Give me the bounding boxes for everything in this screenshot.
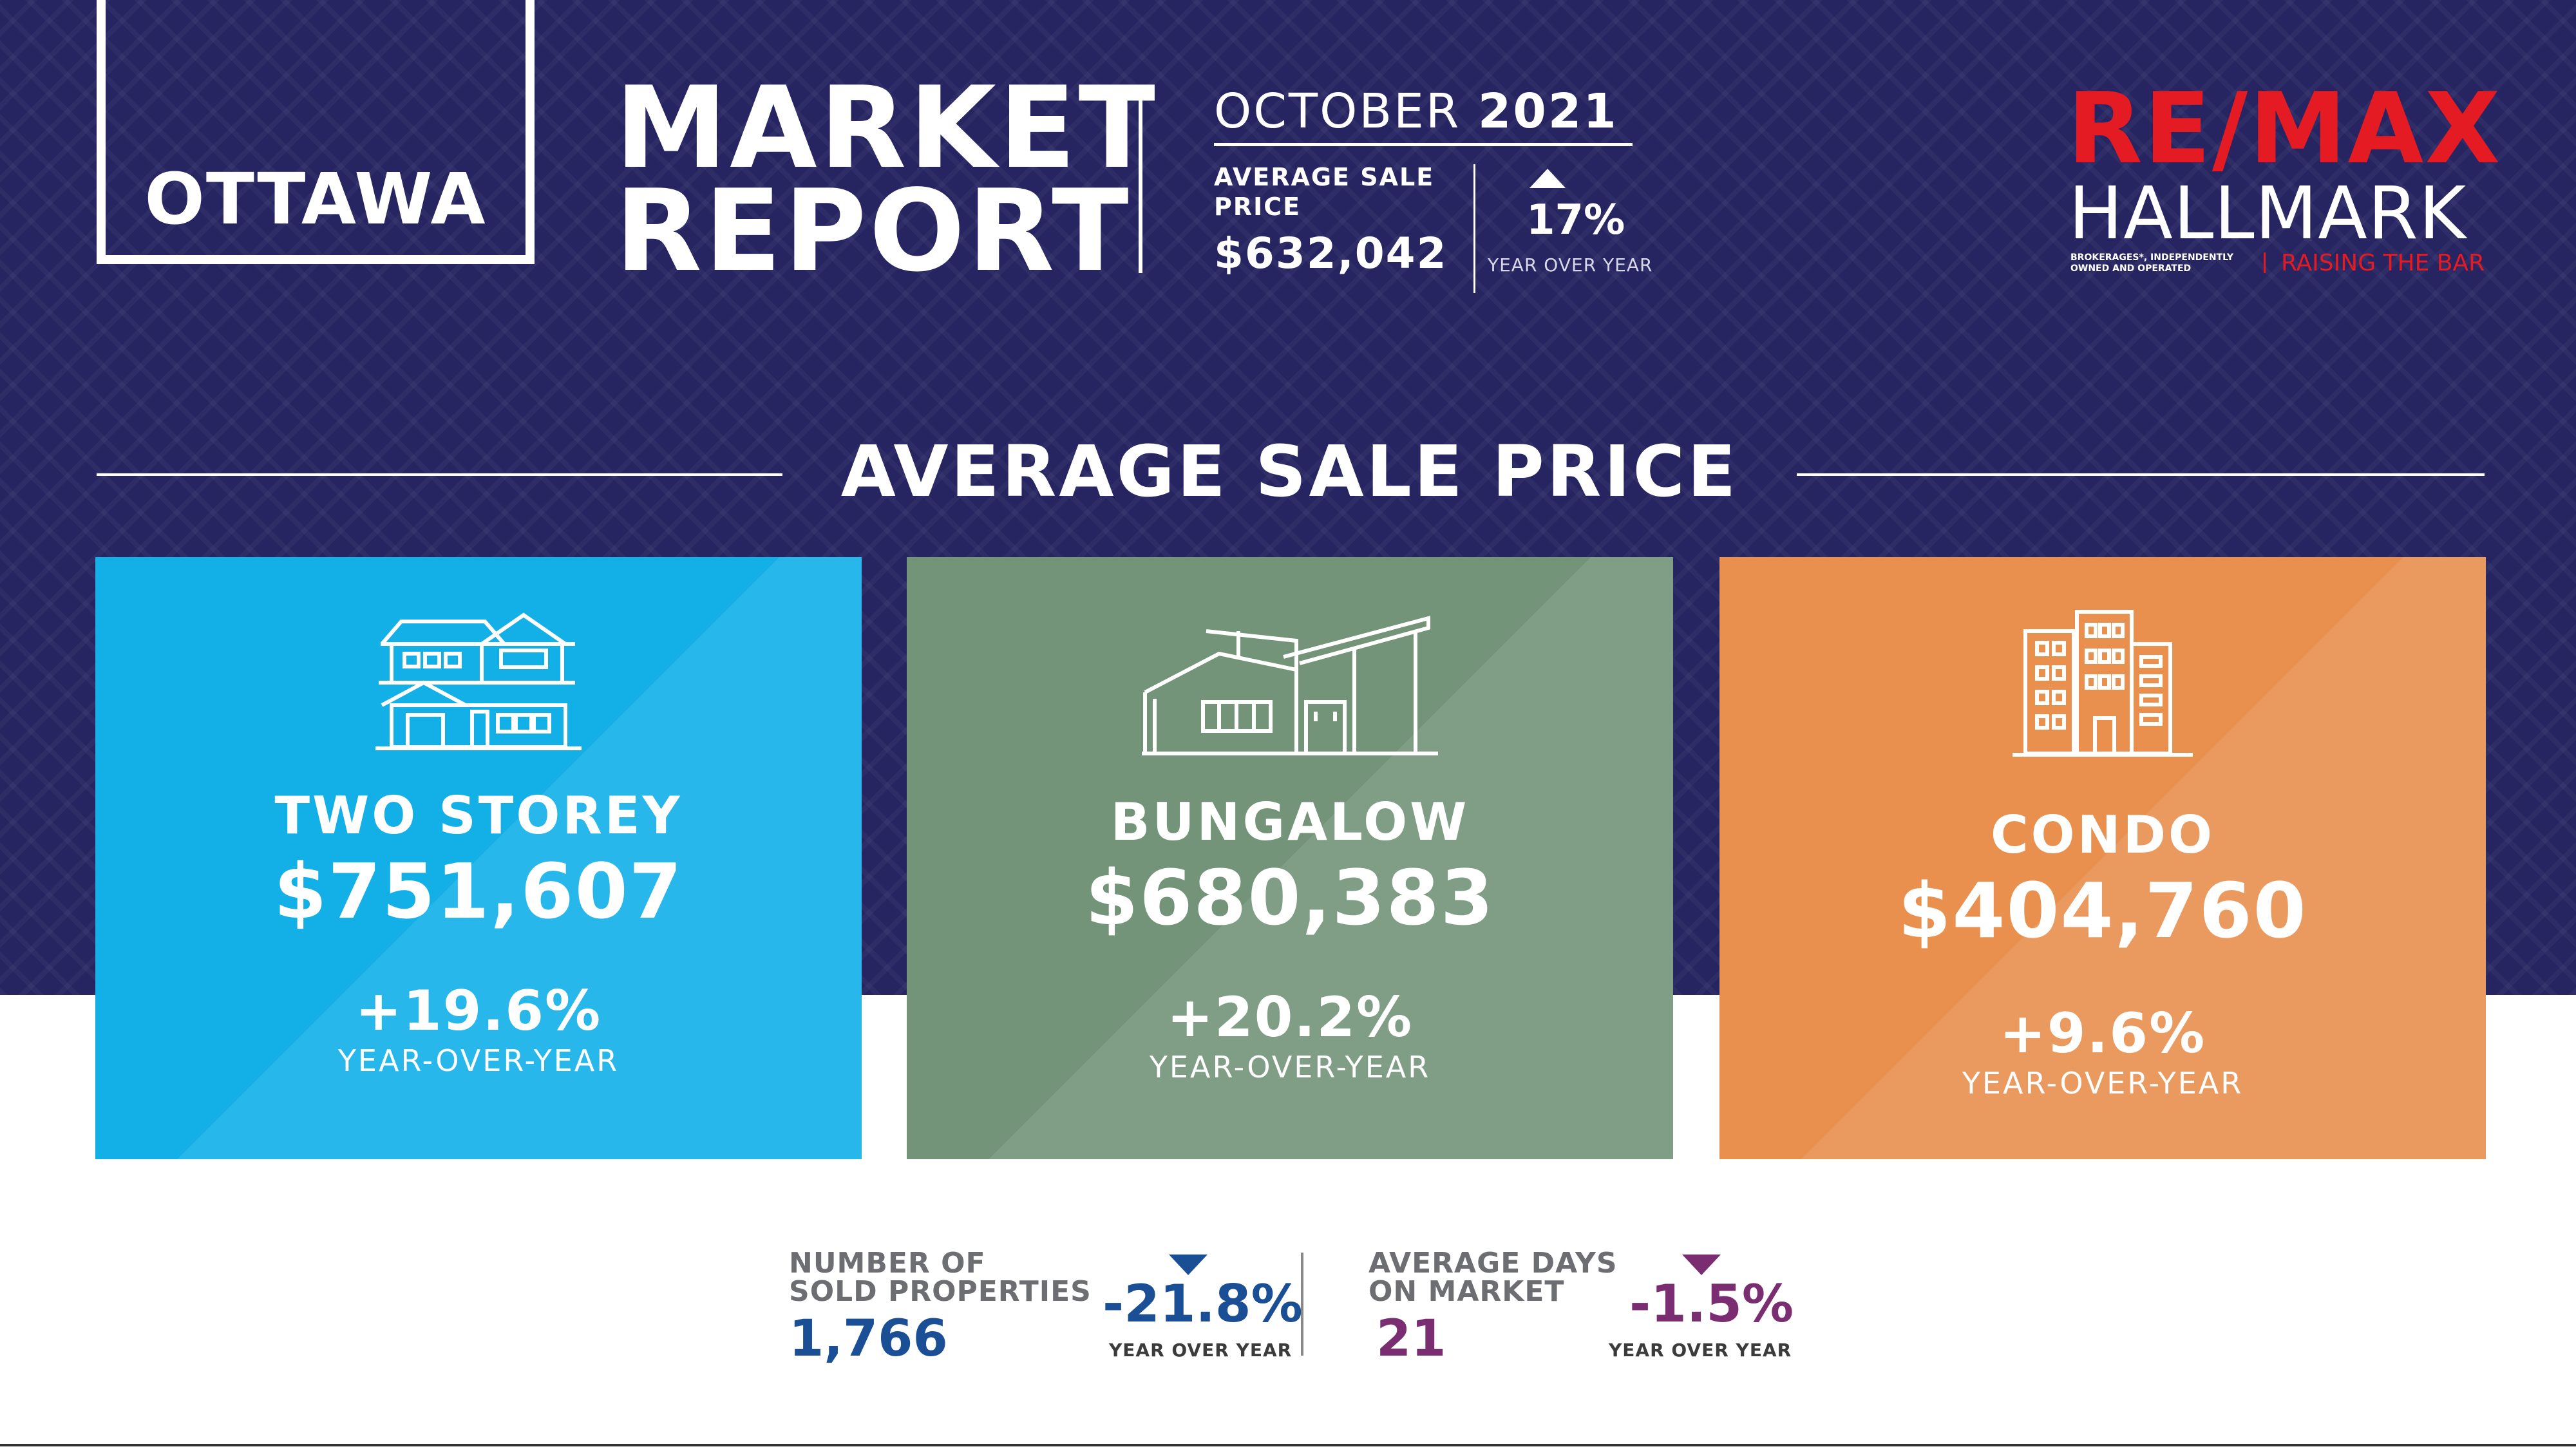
card-yoy-percent: +19.6% — [355, 979, 602, 1043]
card-sheen — [1719, 557, 2486, 1159]
stat-yoy-percent: -1.5% — [1629, 1274, 1794, 1334]
card-yoy-percent: +9.6% — [1999, 1001, 2206, 1066]
avg-yoy-label: YEAR OVER YEAR — [1488, 254, 1653, 276]
avg-sale-price-value: $632,042 — [1214, 229, 1448, 278]
card-sheen — [95, 557, 862, 1159]
report-title-line1: MARKET — [615, 63, 1158, 194]
card-two-storey: TWO STOREY $751,607 +19.6% YEAR-OVER-YEA… — [95, 557, 862, 1159]
down-arrow-icon — [1682, 1255, 1721, 1275]
stat-yoy-percent: -21.8% — [1103, 1274, 1303, 1334]
avg-yoy-percent: 17% — [1526, 196, 1625, 244]
down-arrow-icon — [1169, 1255, 1208, 1275]
condo-building-icon — [1719, 605, 2486, 762]
days-on-market-stat: AVERAGE DAYS ON MARKET 21 — [1368, 1249, 1618, 1368]
card-yoy-percent: +20.2% — [1166, 985, 1414, 1050]
stat-label-line2: SOLD PROPERTIES — [789, 1275, 1092, 1308]
stat-label-line1: NUMBER OF — [789, 1247, 986, 1280]
hallmark-logo: HALLMARK — [2069, 172, 2467, 256]
city-name: OTTAWA — [144, 158, 487, 240]
card-price: $680,383 — [1085, 853, 1495, 942]
report-month: OCTOBER — [1214, 84, 1461, 139]
card-price: $404,760 — [1898, 866, 2307, 955]
brokerage-note-line1: BROKERAGES*, INDEPENDENTLY — [2070, 252, 2234, 263]
card-yoy-label: YEAR-OVER-YEAR — [337, 1043, 620, 1078]
period-rule — [1214, 143, 1633, 146]
report-title-line2: REPORT — [615, 166, 1132, 297]
up-arrow-icon — [1530, 169, 1566, 188]
card-label: BUNGALOW — [1110, 792, 1470, 852]
card-label: CONDO — [1990, 805, 2215, 865]
avg-sale-price-label: AVERAGE SALE PRICE — [1214, 162, 1472, 222]
two-storey-house-icon — [95, 612, 862, 756]
remax-logo: RE/MAX — [2067, 71, 2502, 185]
brokerage-note-line2: OWNED AND OPERATED — [2070, 263, 2192, 274]
logo-separator — [2264, 252, 2266, 273]
stats-divider — [1301, 1253, 1303, 1356]
section-title: AVERAGE SALE PRICE — [840, 430, 1739, 513]
bottom-rule — [0, 1444, 2576, 1446]
avg-label-line2: PRICE — [1214, 193, 1302, 221]
card-condo: CONDO $404,760 +9.6% YEAR-OVER-YEAR — [1719, 557, 2486, 1159]
card-label: TWO STOREY — [274, 786, 683, 846]
brokerage-note: BROKERAGES*, INDEPENDENTLY OWNED AND OPE… — [2070, 252, 2257, 274]
avg-label-line1: AVERAGE SALE — [1214, 163, 1435, 191]
card-yoy-label: YEAR-OVER-YEAR — [1149, 1050, 1431, 1084]
section-rule-right — [1797, 473, 2485, 476]
stat-yoy-label: YEAR OVER YEAR — [1609, 1340, 1792, 1361]
header-divider — [1139, 95, 1142, 273]
stat-yoy-label: YEAR OVER YEAR — [1109, 1340, 1293, 1361]
stat-label-line1: AVERAGE DAYS — [1368, 1247, 1618, 1280]
card-bungalow: BUNGALOW $680,383 +20.2% YEAR-OVER-YEAR — [907, 557, 1673, 1159]
logo-tagline: RAISING THE BAR — [2281, 250, 2485, 276]
stat-label-line2: ON MARKET — [1368, 1275, 1565, 1308]
city-box — [97, 0, 535, 264]
card-sheen — [907, 557, 1673, 1159]
sold-properties-stat: NUMBER OF SOLD PROPERTIES 1,766 — [789, 1249, 1092, 1368]
card-price: $751,607 — [274, 847, 683, 936]
report-title: MARKET REPORT — [615, 63, 1158, 297]
report-period: OCTOBER 2021 — [1214, 84, 1618, 139]
stat-value: 21 — [1376, 1310, 1446, 1368]
stat-value: 1,766 — [789, 1310, 948, 1368]
avg-divider — [1473, 164, 1475, 293]
section-rule-left — [97, 473, 782, 476]
card-yoy-label: YEAR-OVER-YEAR — [1962, 1066, 2244, 1101]
bungalow-icon — [907, 615, 1673, 759]
report-year: 2021 — [1477, 84, 1618, 139]
